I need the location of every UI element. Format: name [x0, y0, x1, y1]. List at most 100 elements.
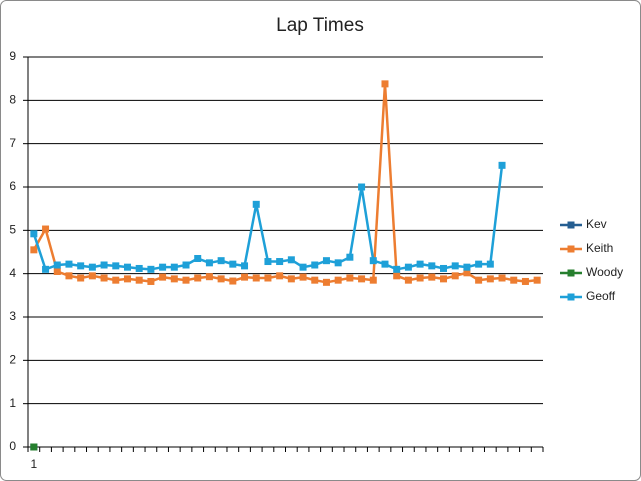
data-point [486, 275, 494, 283]
data-point [241, 262, 249, 270]
data-point [322, 278, 330, 286]
data-point [498, 161, 506, 169]
y-tick-label: 8 [9, 93, 16, 107]
data-point [486, 260, 494, 268]
data-point [123, 263, 131, 271]
data-point [30, 230, 38, 238]
data-point [358, 183, 366, 191]
data-point [463, 263, 471, 271]
data-point [276, 272, 284, 280]
data-point [53, 261, 61, 269]
data-point [369, 257, 377, 265]
data-point [42, 265, 50, 273]
data-point [393, 265, 401, 273]
data-point [299, 263, 307, 271]
data-point [287, 256, 295, 264]
data-point [252, 274, 260, 282]
legend-marker [567, 269, 575, 277]
data-point [393, 272, 401, 280]
data-point [30, 443, 38, 451]
data-point [428, 273, 436, 281]
legend-label: Kev [586, 217, 607, 231]
y-tick-label: 2 [9, 353, 16, 367]
data-point [147, 265, 155, 273]
data-point [135, 264, 143, 272]
legend-label: Woody [586, 265, 623, 279]
data-point [194, 274, 202, 282]
data-point [334, 259, 342, 267]
data-point [77, 262, 85, 270]
data-point [205, 259, 213, 267]
y-tick-label: 1 [9, 396, 16, 410]
data-point [381, 80, 389, 88]
data-point [53, 268, 61, 275]
data-point [170, 263, 178, 271]
data-point [42, 225, 50, 233]
data-point [182, 261, 190, 269]
data-point [346, 274, 354, 282]
y-tick-label: 4 [9, 266, 16, 280]
data-point [451, 262, 459, 270]
data-point [440, 264, 448, 272]
data-point [498, 274, 506, 282]
data-point [194, 255, 202, 262]
data-point [475, 260, 483, 268]
data-point [451, 272, 459, 280]
data-point [334, 276, 342, 284]
data-point [346, 253, 354, 261]
data-point [112, 276, 120, 284]
data-point [276, 258, 284, 266]
data-point [159, 273, 167, 281]
data-point [147, 277, 155, 285]
data-point [182, 276, 190, 284]
data-point [65, 272, 73, 280]
data-point [170, 275, 178, 283]
data-point [30, 246, 38, 254]
data-point [217, 257, 225, 265]
data-point [404, 276, 412, 284]
data-point [358, 275, 366, 283]
data-point [252, 200, 260, 208]
legend-marker [567, 221, 575, 229]
data-point [440, 275, 448, 283]
data-point [299, 273, 307, 281]
data-point [416, 260, 424, 268]
data-point [100, 274, 108, 282]
y-tick-label: 6 [9, 179, 16, 193]
data-point [65, 260, 73, 268]
data-point [428, 262, 436, 270]
data-point [112, 262, 120, 270]
data-point [369, 276, 377, 284]
data-point [264, 274, 272, 282]
data-point [311, 276, 319, 284]
y-tick-label: 5 [9, 223, 16, 237]
y-tick-label: 7 [9, 136, 16, 150]
data-point [88, 263, 96, 271]
y-tick-label: 9 [9, 49, 16, 63]
data-point [533, 276, 541, 284]
data-point [416, 274, 424, 282]
data-point [404, 263, 412, 271]
data-point [229, 260, 237, 268]
data-point [322, 257, 330, 265]
legend-marker [567, 293, 575, 301]
legend-marker [567, 245, 575, 253]
data-point [100, 261, 108, 269]
data-point [123, 275, 131, 283]
data-point [205, 273, 213, 281]
y-tick-label: 3 [9, 309, 16, 323]
data-point [287, 275, 295, 283]
data-point [264, 258, 272, 266]
legend-label: Keith [586, 241, 613, 255]
data-point [381, 260, 389, 268]
data-point [88, 272, 96, 280]
x-tick-label: 1 [31, 457, 38, 471]
data-point [311, 261, 319, 269]
data-point [217, 275, 225, 283]
data-point [135, 276, 143, 284]
data-point [475, 276, 483, 284]
data-point [229, 277, 237, 285]
legend-label: Geoff [586, 289, 616, 303]
